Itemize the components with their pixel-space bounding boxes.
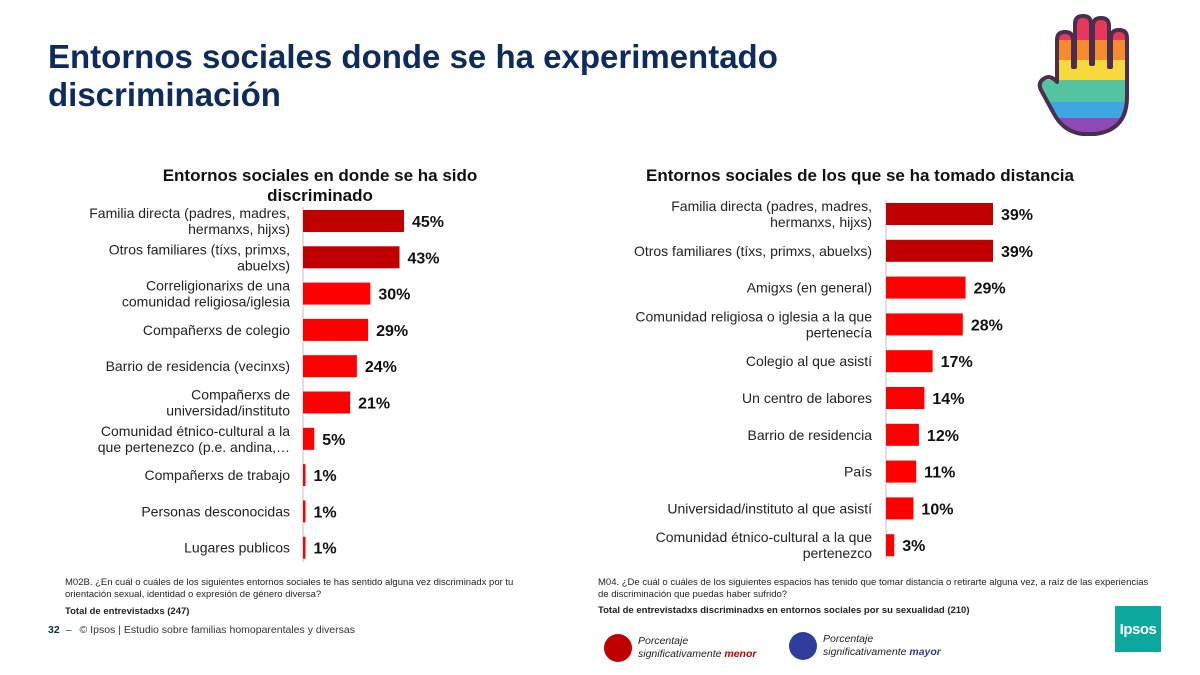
right-value-label-2: 29% [974,281,1006,298]
left-value-label-6: 5% [322,432,345,449]
left-category-label-5: Compañerxs de universidad/instituto [166,387,290,419]
right-chart-title: Entornos sociales de los que se ha tomad… [646,166,1074,185]
right-category-label-0: Familia directa (padres, madres, hermanxs… [671,198,872,230]
left-bar-5 [303,391,351,414]
left-value-label-9: 1% [314,541,337,558]
right-category-label-9: Comunidad étnico-cultural a la que perten… [656,529,873,561]
right-value-label-4: 17% [941,354,973,371]
rainbow-hand-icon [1037,14,1129,136]
left-value-label-1: 43% [408,250,440,267]
left-value-label-3: 29% [376,323,408,340]
left-bar-8 [303,500,306,523]
left-value-label-7: 1% [314,468,337,485]
left-bar-2 [303,282,371,305]
legend-lower-line1: Porcentaje [638,635,689,647]
legend-lower-label: Porcentaje significativamente menor [638,635,756,661]
left-value-label-4: 24% [365,359,397,376]
footer: 32– © Ipsos | Estudio sobre familias homo… [48,624,355,636]
right-bar-9 [886,534,895,557]
left-value-label-8: 1% [314,504,337,521]
left-category-label-8: Personas desconocidas [141,503,290,519]
legend-higher-dot [789,632,817,660]
right-category-label-2: Amigxs (en general) [747,280,872,296]
right-category-label-7: País [844,464,872,480]
right-category-label-4: Colegio al que asistí [746,353,872,369]
right-value-label-6: 12% [927,428,959,445]
right-category-label-5: Un centro de labores [742,390,872,406]
left-bar-7 [303,464,306,487]
left-value-label-0: 45% [412,214,444,231]
right-bar-3 [886,313,963,336]
right-category-label-1: Otros familiares (tíxs, primxs, abuelxs) [634,243,872,259]
right-value-label-3: 28% [971,317,1003,334]
left-bar-9 [303,536,306,559]
right-bar-6 [886,423,919,446]
right-question-text: M04. ¿De cuál o cuáles de los siguientes… [598,577,1149,600]
right-value-label-9: 3% [902,538,925,555]
page-title: Entornos sociales donde se ha experiment… [48,38,778,113]
left-category-label-0: Familia directa (padres, madres, hermanxs… [89,205,290,237]
left-category-label-1: Otros familiares (tíxs, primxs, abuelxs) [109,241,290,273]
left-chart-title: Entornos sociales en donde se ha sido di… [162,166,478,205]
page-number: 32 [48,624,60,636]
left-bar-0 [303,210,404,232]
right-value-label-5: 14% [932,391,964,408]
right-bar-0 [886,203,993,225]
left-value-label-5: 21% [358,396,390,413]
left-category-label-4: Barrio de residencia (vecinxs) [106,358,290,374]
left-bar-1 [303,246,400,269]
right-bar-5 [886,387,925,409]
left-category-label-9: Lugares publicos [184,540,290,556]
legend-lower-dot [604,634,632,662]
left-question-note: M02B. ¿En cuál o cuáles de los siguiente… [65,577,545,618]
legend-higher-line1: Porcentaje [823,633,874,645]
left-question-text: M02B. ¿En cuál o cuáles de los siguiente… [65,577,514,600]
right-category-label-8: Universidad/instituto al que asistí [667,500,872,516]
left-bar-4 [303,355,357,378]
right-bar-2 [886,276,966,299]
left-bar-3 [303,318,369,341]
right-question-note: M04. ¿De cuál o cuáles de los siguientes… [598,577,1158,617]
legend-higher-label: Porcentaje significativamente mayor [823,633,941,659]
right-value-label-8: 10% [921,501,953,518]
right-value-label-7: 11% [924,465,955,482]
right-bar-8 [886,497,914,520]
left-category-label-6: Comunidad étnico-cultural a la que perten… [98,423,290,455]
right-category-label-3: Comunidad religiosa o iglesia a la que pe… [635,308,872,340]
right-bar-4 [886,350,933,373]
left-category-label-3: Compañerxs de colegio [143,322,290,338]
right-bar-7 [886,460,917,483]
right-bar-1 [886,239,993,262]
legend-higher-line2: significativamente [823,646,910,658]
ipsos-logo: Ipsos [1115,606,1161,652]
legend-lower-emph: menor [724,648,757,660]
left-category-label-2: Correligionarixs de una comunidad religio… [122,278,290,310]
footer-text: © Ipsos | Estudio sobre familias homopar… [79,624,355,636]
left-value-label-2: 30% [378,287,410,304]
right-value-label-1: 39% [1001,244,1033,261]
right-category-label-6: Barrio de residencia [747,427,872,443]
legend-lower-line2: significativamente [638,648,725,660]
right-base-text: Total de entrevistadxs discriminadxs en … [598,605,970,616]
left-base-text: Total de entrevistadxs (247) [65,606,190,617]
left-bar-6 [303,427,315,450]
legend-higher-emph: mayor [909,646,941,658]
right-value-label-0: 39% [1001,207,1033,224]
left-category-label-7: Compañerxs de trabajo [144,467,290,483]
